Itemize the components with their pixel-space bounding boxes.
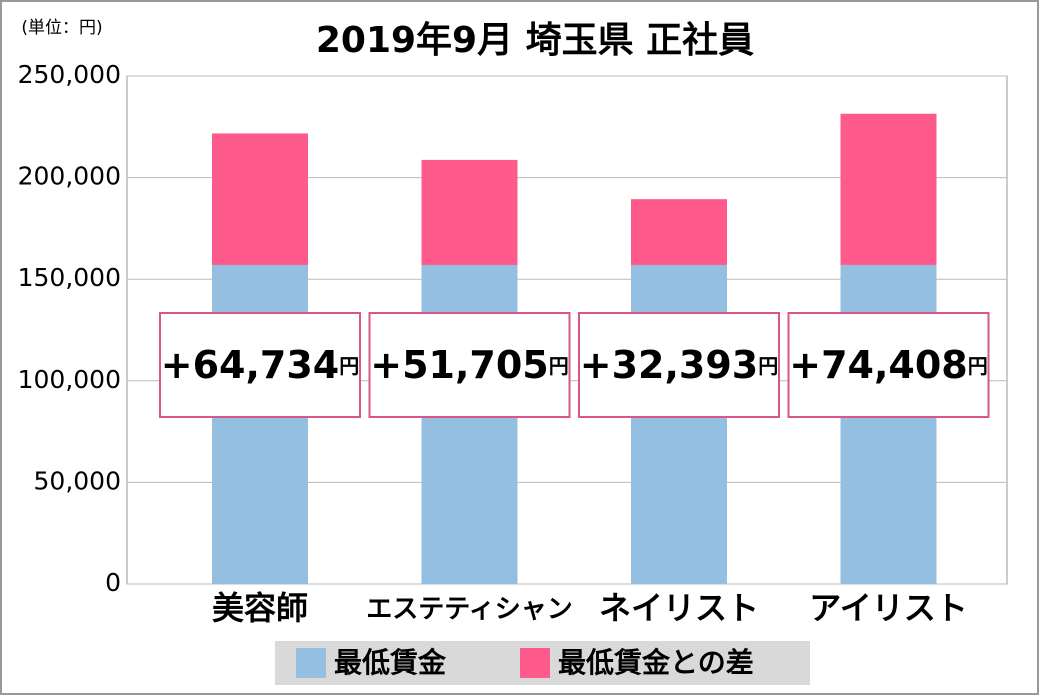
x-tick-label: アイリスト (809, 589, 967, 627)
label-box (578, 312, 780, 418)
y-tick-label: 100,000 (18, 365, 121, 394)
y-tick-label: 50,000 (34, 466, 121, 495)
legend-swatch (520, 648, 550, 678)
data-label: +32,393円 (580, 343, 778, 387)
data-label-value: +74,408 (789, 343, 967, 387)
data-label-value: +64,734 (161, 343, 339, 387)
data-label-unit: 円 (549, 354, 569, 378)
data-label: +74,408円 (789, 343, 987, 387)
data-label-unit: 円 (968, 354, 988, 378)
bar-segment (631, 199, 727, 265)
x-tick-label: ネイリスト (599, 589, 759, 627)
legend-swatch (296, 648, 326, 678)
data-label: +64,734円 (161, 343, 359, 387)
legend-label: 最低賃金との差 (558, 646, 754, 679)
legend-label: 最低賃金 (334, 646, 447, 679)
data-label-value: +32,393 (580, 343, 758, 387)
data-label-unit: 円 (758, 354, 778, 378)
y-tick-label: 150,000 (18, 263, 121, 292)
data-label: +51,705円 (370, 343, 568, 387)
bar-segment (212, 133, 308, 265)
bar-segment (840, 113, 937, 265)
x-tick-label: 美容師 (212, 589, 308, 627)
unit-note: (単位：円) (21, 18, 102, 38)
y-tick-label: 250,000 (18, 60, 121, 89)
bar-segment (421, 159, 518, 265)
chart-title: 2019年9月 埼玉県 正社員 (316, 20, 754, 61)
label-box (787, 312, 990, 418)
y-tick-label: 0 (105, 568, 121, 597)
label-box (159, 312, 361, 418)
data-label-value: +51,705 (370, 343, 548, 387)
y-tick-label: 200,000 (18, 162, 121, 191)
data-label-unit: 円 (339, 354, 359, 378)
x-tick-label: エステティシャン (366, 595, 572, 625)
label-box (368, 312, 571, 418)
